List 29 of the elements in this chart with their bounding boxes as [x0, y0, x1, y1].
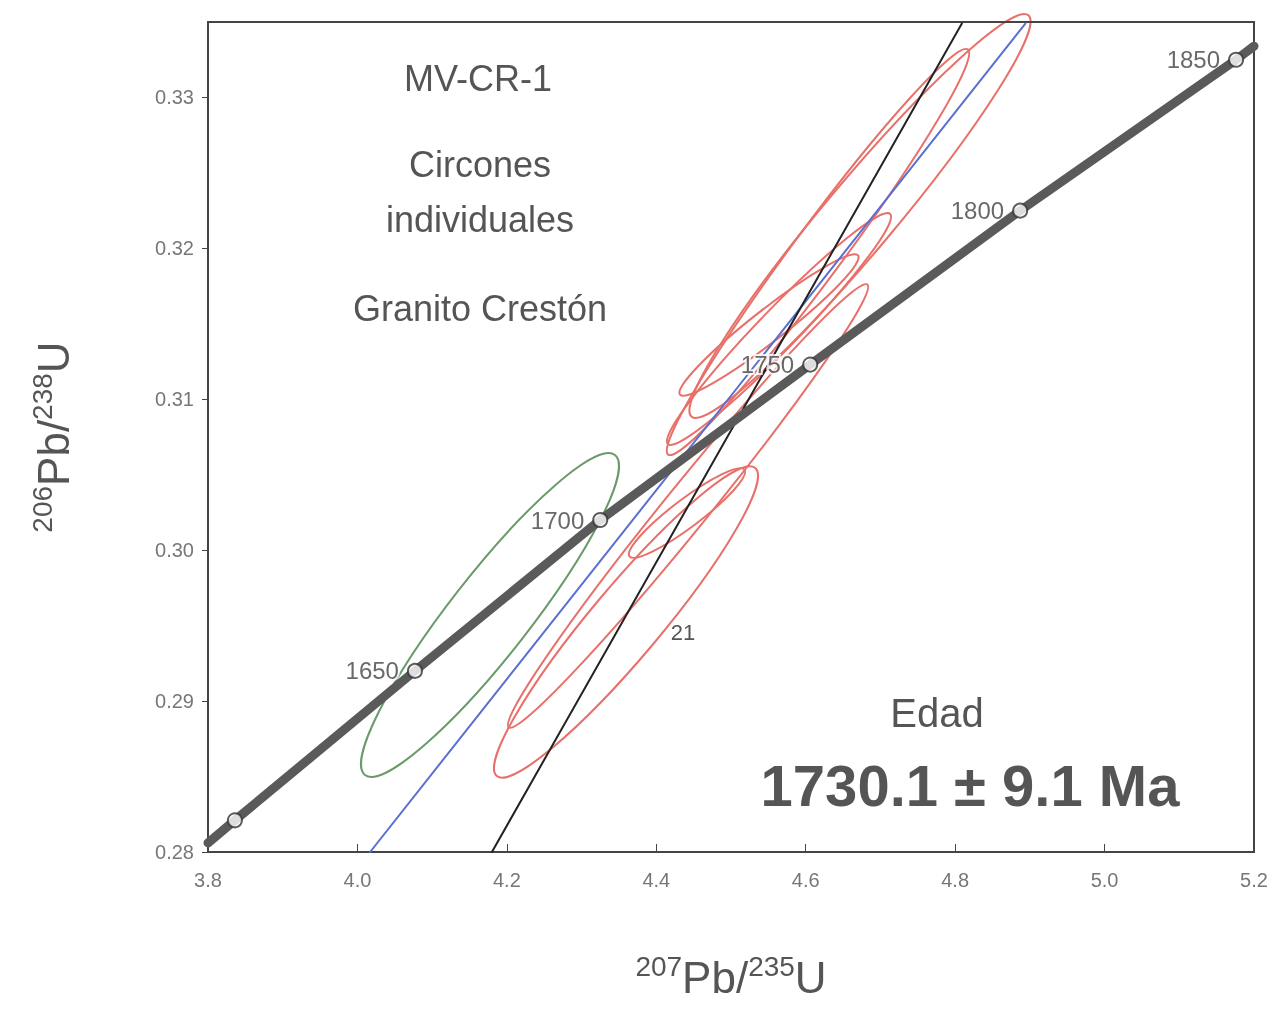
point — [592, 512, 609, 528]
x-tick-label: 5.0 — [1090, 869, 1119, 891]
annotation: 1800 — [950, 197, 1005, 225]
y-tick-label: 0.32 — [155, 237, 194, 260]
point — [1228, 51, 1245, 68]
y-axis-title: 206Pb/238U — [26, 341, 78, 533]
annotation: Granito Crestón — [352, 287, 608, 329]
x-tick-label: 5.2 — [1240, 869, 1268, 891]
annotation: 1850 — [1166, 46, 1221, 74]
annotation: Circones individuales — [385, 143, 575, 241]
point — [226, 812, 243, 829]
annotation: 21 — [670, 619, 696, 645]
point — [406, 662, 423, 679]
annotation: MV-CR-1 — [403, 57, 553, 99]
y-tick-label: 0.30 — [155, 539, 194, 562]
x-tick-label: 3.8 — [194, 869, 222, 891]
x-tick-label: 4.2 — [492, 869, 521, 891]
y-tick-label: 0.31 — [155, 388, 194, 411]
x-tick-label: 4.8 — [941, 869, 970, 891]
annotation: 1700 — [530, 506, 585, 534]
annotation: 1730.1 ± 9.1 Ma — [760, 752, 1181, 818]
x-tick-label: 4.0 — [343, 869, 372, 891]
annotation: 1650 — [345, 657, 399, 685]
y-tick-label: 0.28 — [155, 841, 194, 863]
annotation: Edad — [890, 691, 984, 735]
y-tick-label: 0.33 — [155, 86, 194, 109]
x-tick-label: 4.6 — [791, 869, 820, 891]
y-tick-label: 0.29 — [155, 690, 194, 713]
x-tick-label: 4.4 — [642, 869, 671, 891]
